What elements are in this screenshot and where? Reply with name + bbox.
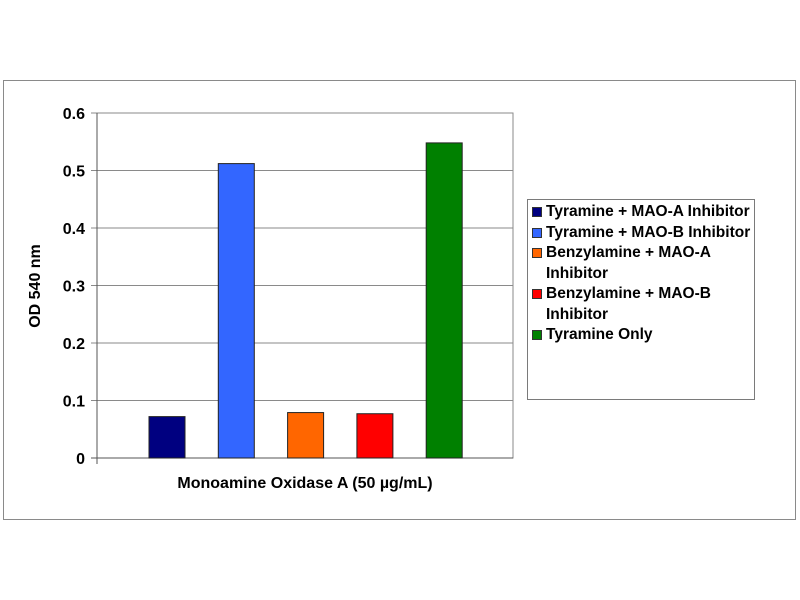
legend-item: Benzylamine + MAO-A Inhibitor <box>532 243 754 284</box>
legend-label: Tyramine Only <box>546 326 653 343</box>
bar-3 <box>287 412 325 459</box>
y-tick-label: 0.4 <box>63 221 85 238</box>
legend-swatch <box>532 207 542 217</box>
y-tick-label: 0.6 <box>63 106 85 123</box>
legend-label: Tyramine + MAO-B Inhibitor <box>546 223 751 241</box>
legend: Tyramine + MAO-A Inhibitor Tyramine + MAO… <box>527 199 755 400</box>
legend-label: Benzylamine + MAO-B Inhibitor <box>546 285 711 323</box>
legend-label: Tyramine + MAO-A Inhibitor <box>546 203 750 220</box>
bar-1 <box>148 416 186 459</box>
y-tick-label: 0.2 <box>63 336 85 353</box>
legend-swatch <box>532 248 542 258</box>
legend-item: Tyramine + MAO-A Inhibitor <box>532 202 754 223</box>
legend-swatch <box>532 289 542 299</box>
legend-item: Tyramine + MAO-B Inhibitor <box>532 223 754 244</box>
x-axis-label: Monoamine Oxidase A (50 µg/mL) <box>177 475 432 492</box>
legend-swatch <box>532 227 542 238</box>
bar-5 <box>425 142 463 459</box>
y-tick-label: 0 <box>76 451 85 468</box>
bar-2 <box>217 163 255 459</box>
y-axis-label: OD 540 nm <box>27 244 44 328</box>
y-tick-label: 0.3 <box>63 279 85 296</box>
y-tick-label: 0.5 <box>63 164 85 181</box>
legend-item: Tyramine Only <box>532 325 754 346</box>
legend-swatch <box>532 330 542 340</box>
bar-4 <box>356 413 394 459</box>
y-tick-label: 0.1 <box>63 394 85 411</box>
legend-label: Benzylamine + MAO-A Inhibitor <box>546 244 711 282</box>
legend-item: Benzylamine + MAO-B Inhibitor <box>532 284 754 325</box>
